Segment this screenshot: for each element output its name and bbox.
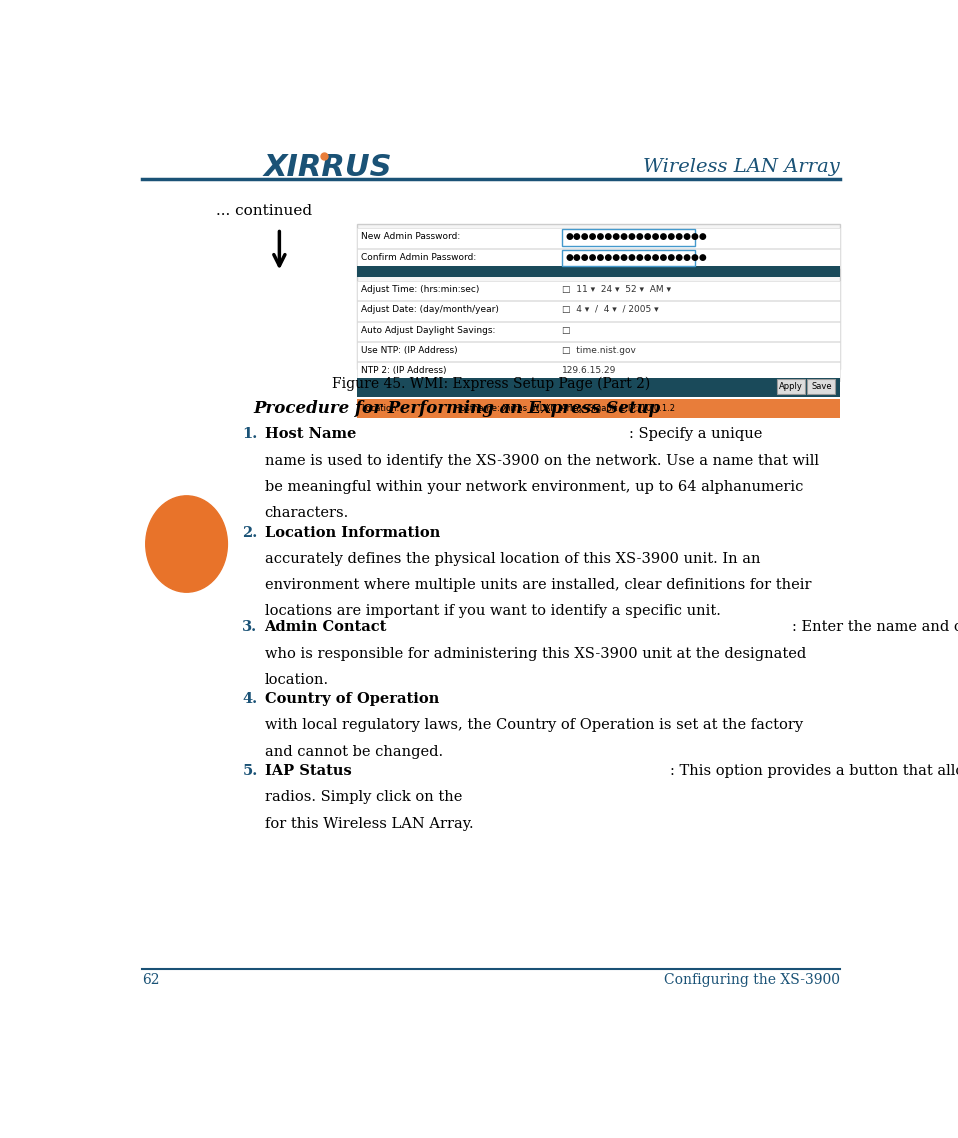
Text: Confirm Admin Password:: Confirm Admin Password: (361, 253, 476, 262)
Text: Configuring the XS-3900: Configuring the XS-3900 (664, 973, 840, 987)
Bar (357, 302, 840, 321)
Text: : This option provides a button that allows you to enable all: : This option provides a button that all… (670, 764, 958, 778)
Text: name is used to identify the XS-3900 on the network. Use a name that will: name is used to identify the XS-3900 on … (264, 454, 818, 468)
Text: □: □ (561, 325, 570, 335)
Bar (357, 341, 840, 361)
Text: Location Information: Location Information (264, 526, 440, 539)
Text: 2.: 2. (242, 526, 258, 539)
Bar (561, 229, 696, 246)
Text: New Admin Password:: New Admin Password: (361, 232, 460, 241)
Bar (357, 398, 840, 418)
Bar (357, 281, 840, 300)
Bar (357, 378, 840, 397)
Text: with local regulatory laws, the Country of Operation is set at the factory: with local regulatory laws, the Country … (264, 718, 803, 733)
Text: ●●●●●●●●●●●●●●●●●●: ●●●●●●●●●●●●●●●●●● (565, 232, 707, 241)
Text: environment where multiple units are installed, clear definitions for their: environment where multiple units are ins… (264, 578, 811, 592)
Text: : Enter the name and contact information of the person: : Enter the name and contact information… (791, 620, 958, 634)
Text: locations are important if you want to identify a specific unit.: locations are important if you want to i… (264, 604, 720, 618)
Text: Admin Contact: Admin Contact (264, 620, 387, 634)
Bar (357, 224, 840, 369)
Text: 62: 62 (142, 973, 160, 987)
Text: Procedure for Performing an Express Setup: Procedure for Performing an Express Setu… (253, 399, 661, 417)
Text: Country of Operation: Country of Operation (264, 692, 439, 706)
Text: Use NTP: (IP Address): Use NTP: (IP Address) (361, 346, 458, 355)
Text: Save: Save (811, 382, 832, 391)
Text: and cannot be changed.: and cannot be changed. (264, 744, 443, 759)
Text: : Specify a unique: : Specify a unique (629, 428, 767, 442)
Text: Auto Adjust Daylight Savings:: Auto Adjust Daylight Savings: (361, 325, 495, 335)
Text: radios. Simply click on the: radios. Simply click on the (264, 790, 467, 805)
Text: 5.: 5. (242, 764, 258, 778)
Text: for this Wireless LAN Array.: for this Wireless LAN Array. (264, 817, 473, 831)
Text: Gigabit 1 IP: 10.0.1.2: Gigabit 1 IP: 10.0.1.2 (587, 404, 675, 413)
Bar (561, 249, 696, 266)
Text: Wireless LAN Array: Wireless LAN Array (643, 158, 840, 176)
Bar (777, 379, 805, 395)
Bar (357, 322, 840, 340)
Bar (357, 248, 840, 267)
Text: accurately defines the physical location of this XS-3900 unit. In an: accurately defines the physical location… (264, 552, 760, 566)
Text: ... continued: ... continued (217, 204, 312, 218)
Text: XIRRUS: XIRRUS (263, 152, 392, 182)
Text: Host Name: Host Name (264, 428, 356, 442)
Text: □  11 ▾  24 ▾  52 ▾  AM ▾: □ 11 ▾ 24 ▾ 52 ▾ AM ▾ (561, 286, 671, 295)
Text: □  time.nist.gov: □ time.nist.gov (561, 346, 635, 355)
Text: NTP 2: (IP Address): NTP 2: (IP Address) (361, 366, 446, 376)
Text: be meaningful within your network environment, up to 64 alphanumeric: be meaningful within your network enviro… (264, 480, 803, 494)
Text: IAP Status: IAP Status (264, 764, 352, 778)
Text: Adjust Date: (day/month/year): Adjust Date: (day/month/year) (361, 305, 499, 314)
Text: Hostname: Xirrus_WLAN_Array: Hostname: Xirrus_WLAN_Array (454, 404, 583, 413)
Text: ●●●●●●●●●●●●●●●●●●: ●●●●●●●●●●●●●●●●●● (565, 253, 707, 262)
Bar (357, 229, 840, 248)
Text: 4.: 4. (242, 692, 258, 706)
Text: 129.6.15.29: 129.6.15.29 (561, 366, 616, 376)
Text: location.: location. (264, 673, 329, 687)
Text: Location:: Location: (361, 404, 399, 413)
Text: □  4 ▾  /  4 ▾  / 2005 ▾: □ 4 ▾ / 4 ▾ / 2005 ▾ (561, 305, 658, 314)
Bar (357, 362, 840, 381)
Bar (357, 266, 840, 277)
Circle shape (146, 496, 227, 592)
Text: 1.: 1. (242, 428, 258, 442)
Text: characters.: characters. (264, 506, 349, 520)
Text: 3.: 3. (242, 620, 258, 634)
Text: Apply: Apply (779, 382, 803, 391)
Text: Adjust Time: (hrs:min:sec): Adjust Time: (hrs:min:sec) (361, 286, 479, 295)
Bar (808, 379, 835, 395)
Text: Figure 45. WMI: Express Setup Page (Part 2): Figure 45. WMI: Express Setup Page (Part… (331, 377, 650, 390)
Text: who is responsible for administering this XS-3900 unit at the designated: who is responsible for administering thi… (264, 646, 806, 660)
